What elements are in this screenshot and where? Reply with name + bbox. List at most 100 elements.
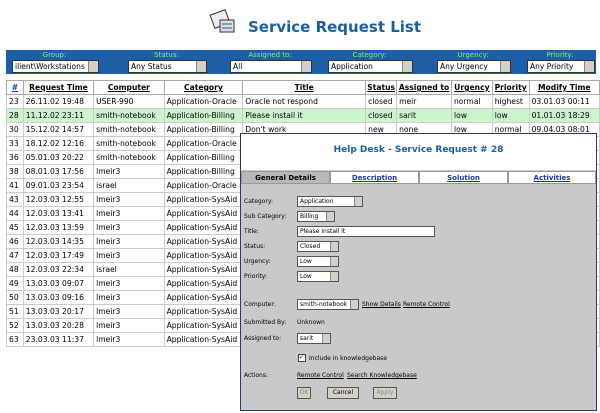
table-cell: 12.03.03 13:59: [22, 220, 95, 235]
table-cell: lmeir3: [93, 220, 165, 235]
table-cell: 28: [6, 108, 24, 123]
table-cell: meir: [396, 94, 452, 109]
table-cell: Application-SysAid: [163, 220, 244, 235]
link[interactable]: Remote Control: [403, 301, 450, 308]
request-dialog: Help Desk - Service Request # 28 General…: [240, 133, 597, 411]
table-cell: highest: [491, 94, 530, 109]
field-label: Priority:: [244, 273, 267, 280]
table-cell: 03.01.03 00:11: [528, 94, 600, 109]
table-cell: Application-Billing: [163, 150, 244, 165]
table-cell: Application-Billing: [163, 108, 244, 123]
table-cell: lmeir3: [93, 206, 165, 221]
table-cell: 12.03.03 13:41: [22, 206, 95, 221]
field-label: Category:: [244, 198, 273, 205]
filter-select[interactable]: Any Status: [128, 60, 207, 73]
actions-label: Actions:: [244, 372, 268, 379]
table-cell: 13.03.03 20:17: [22, 304, 95, 319]
filter-select[interactable]: Any Priority: [527, 60, 595, 73]
table-cell: Application-SysAid: [163, 304, 244, 319]
table-cell: 15.12.02 14:57: [22, 122, 95, 137]
dialog-tab[interactable]: General Details: [241, 171, 330, 184]
checkbox[interactable]: ✓: [298, 354, 306, 362]
table-cell: 48: [6, 262, 24, 277]
button[interactable]: Apply: [373, 387, 397, 399]
table-cell: 08.01.03 17:56: [22, 164, 95, 179]
checkbox-label: Include in knowledgebase: [309, 355, 387, 362]
table-cell: lmeir3: [93, 164, 165, 179]
filter-label: Priority:: [546, 51, 574, 59]
field-value: Unknown: [297, 319, 325, 326]
button[interactable]: OK: [297, 387, 311, 399]
dialog-tab[interactable]: Description: [330, 171, 419, 184]
table-cell: lmeir3: [93, 276, 165, 291]
table-cell: 30: [6, 122, 24, 137]
table-cell: 12.03.03 14:35: [22, 234, 95, 249]
table-cell: closed: [365, 94, 398, 109]
table-cell: Application-SysAid: [163, 276, 244, 291]
table-cell: israel: [93, 178, 165, 193]
button[interactable]: Cancel: [327, 387, 359, 399]
dialog-title: Help Desk - Service Request # 28: [241, 134, 596, 170]
table-cell: 18.12.02 12:16: [22, 136, 95, 151]
field-label: Title:: [244, 228, 259, 235]
field-input[interactable]: Billing: [297, 211, 335, 222]
table-row[interactable]: 28 11.12.02 23:11 smith-notebook Applicatio…: [6, 108, 600, 123]
table-cell: 52: [6, 318, 24, 333]
table-cell: 50: [6, 290, 24, 305]
app-icon: [209, 9, 235, 33]
link[interactable]: Search Knowledgebase: [347, 372, 417, 379]
column-header[interactable]: Category: [163, 80, 244, 95]
link[interactable]: Show Details: [362, 301, 401, 308]
link[interactable]: Remote Control: [297, 372, 344, 379]
field-input[interactable]: Low: [297, 271, 339, 282]
table-cell: 01.01.03 18:29: [528, 108, 600, 123]
filter-select[interactable]: All: [230, 60, 312, 73]
field-input[interactable]: Please install it: [297, 226, 435, 237]
filter-bar: Group: ilient\Workstations Status: Any Stat…: [6, 50, 596, 74]
table-cell: Application-SysAid: [163, 234, 244, 249]
table-row[interactable]: 23 26.11.02 19:48 USER-990 Application-Orac…: [6, 94, 600, 109]
column-header[interactable]: Title: [242, 80, 367, 95]
table-cell: lmeir3: [93, 290, 165, 305]
filter-select[interactable]: Application: [328, 60, 413, 73]
dialog-tab[interactable]: Solution: [419, 171, 508, 184]
table-cell: Application-SysAid: [163, 332, 244, 347]
column-header[interactable]: Computer: [93, 80, 165, 95]
table-cell: sarit: [396, 108, 452, 123]
column-header[interactable]: Assigned to: [396, 80, 452, 95]
table-cell: Application-Oracle: [163, 178, 244, 193]
table-cell: lmeir3: [93, 234, 165, 249]
field-label: Sub Category:: [244, 213, 287, 220]
table-cell: 46: [6, 234, 24, 249]
table-cell: 63: [6, 332, 24, 347]
column-header[interactable]: #: [6, 80, 24, 95]
table-cell: smith-notebook: [93, 136, 165, 151]
table-cell: israel: [93, 262, 165, 277]
field-input[interactable]: Closed: [297, 241, 339, 252]
table-cell: 05.01.03 20:22: [22, 150, 95, 165]
table-cell: smith-notebook: [93, 150, 165, 165]
table-cell: 09.01.03 23:54: [22, 178, 95, 193]
filter-select[interactable]: Any Urgency: [437, 60, 511, 73]
field-input[interactable]: Application: [297, 196, 363, 207]
table-cell: normal: [450, 94, 493, 109]
field-input[interactable]: sarit: [297, 333, 331, 344]
field-input[interactable]: smith-notebook: [297, 299, 359, 310]
table-cell: smith-notebook: [93, 108, 165, 123]
filter-select[interactable]: ilient\Workstations: [12, 60, 99, 73]
filter-label: Status:: [154, 51, 179, 59]
field-input[interactable]: Low: [297, 256, 339, 267]
table-cell: Application-Billing: [163, 122, 244, 137]
filter-label: Urgency:: [457, 51, 489, 59]
column-header[interactable]: Status: [365, 80, 398, 95]
table-cell: lmeir3: [93, 332, 165, 347]
column-header[interactable]: Urgency: [450, 80, 493, 95]
column-header[interactable]: Modify Time: [528, 80, 600, 95]
dialog-tab[interactable]: Activities: [508, 171, 596, 184]
column-header[interactable]: Request Time: [22, 80, 95, 95]
column-header[interactable]: Priority: [491, 80, 530, 95]
table-cell: low: [491, 108, 530, 123]
table-cell: USER-990: [93, 94, 165, 109]
table-cell: closed: [365, 108, 398, 123]
